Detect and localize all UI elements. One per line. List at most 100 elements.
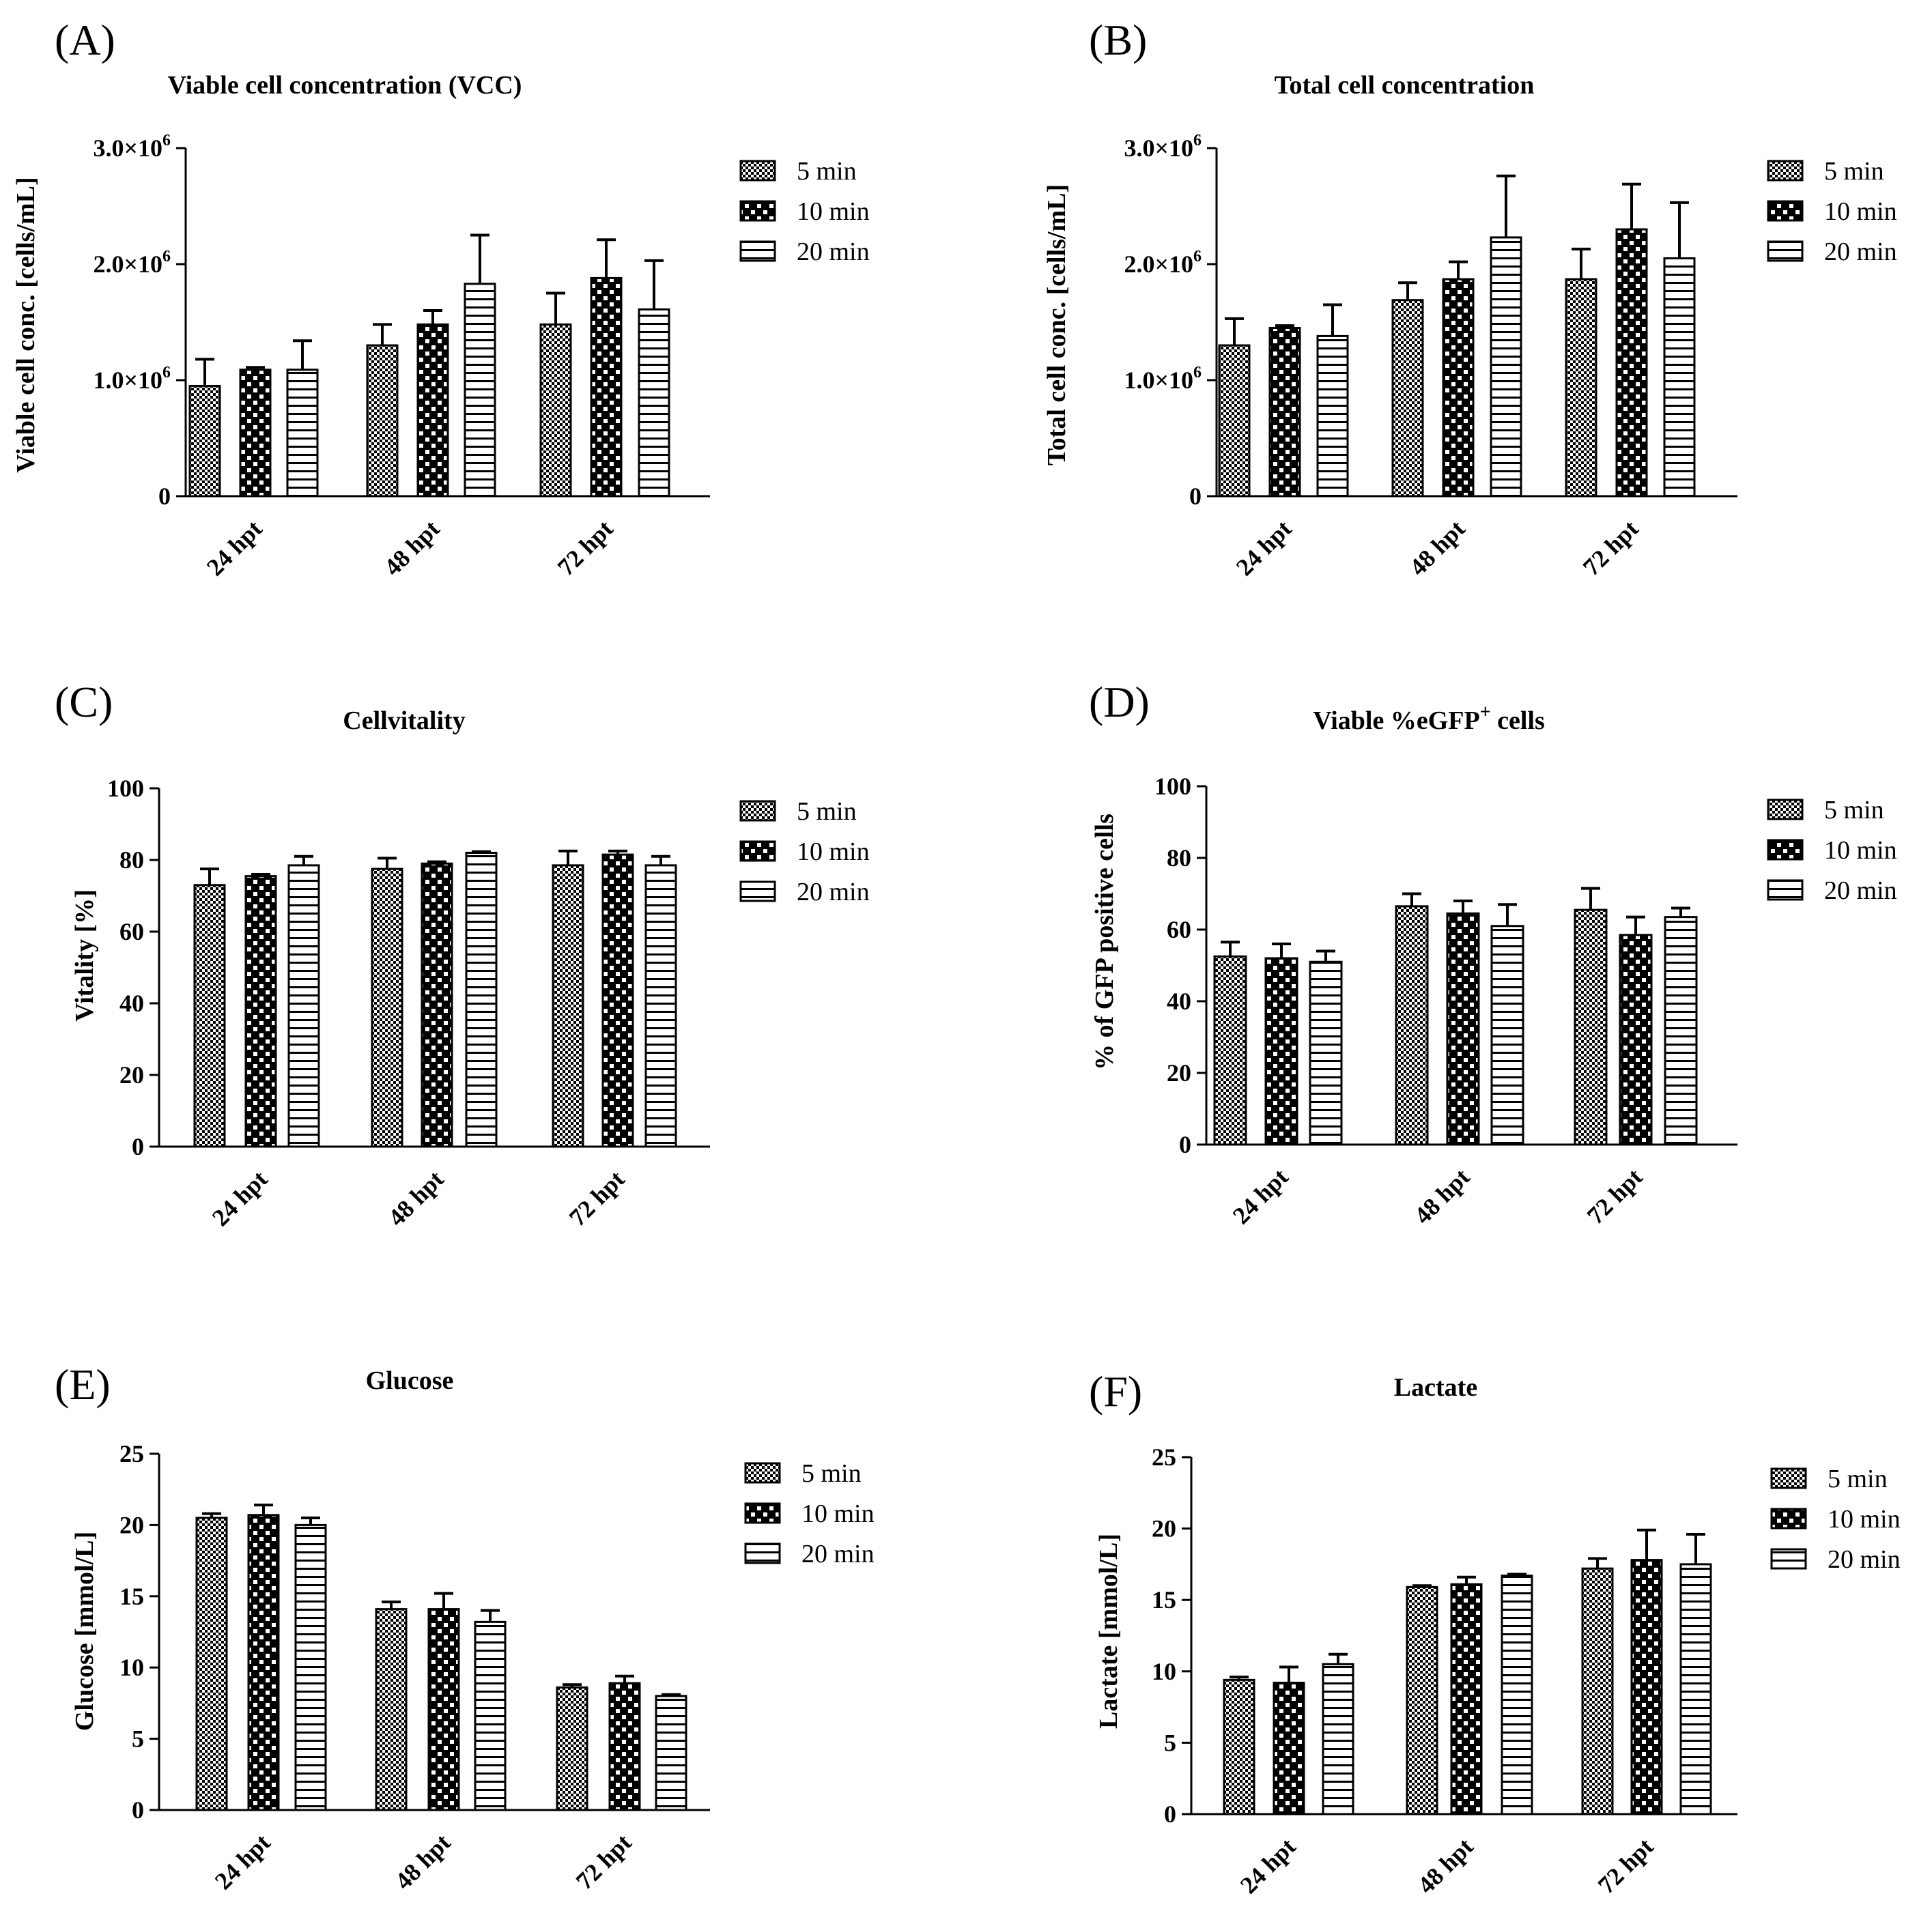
bar: [1396, 906, 1427, 1145]
x-category-label: 72 hpt: [571, 1828, 637, 1895]
bar: [465, 284, 495, 496]
y-tick-label: 5: [1164, 1729, 1176, 1756]
bar: [240, 370, 270, 496]
bar: [197, 1518, 227, 1810]
y-tick-label: 0: [158, 483, 171, 510]
chart-title: Total cell concentration: [1275, 71, 1535, 100]
y-axis-label: Viable cell conc. [cells/mL]: [12, 177, 40, 472]
y-tick-label: 10: [119, 1654, 144, 1681]
legend-swatch: [1768, 161, 1802, 180]
bar: [418, 324, 448, 496]
chart-title: Cellvitality: [343, 706, 465, 735]
y-ticks: 0 20 40 60 80 100: [1154, 773, 1206, 1158]
legend-swatch: [745, 1463, 780, 1482]
y-tick-label-text: 80: [1167, 844, 1191, 872]
bar: [475, 1622, 505, 1810]
bar: [248, 1515, 279, 1810]
y-axis-label: Vitality [%]: [70, 889, 99, 1022]
y-tick-label-exponent: 6: [162, 248, 171, 265]
bar: [1219, 345, 1249, 496]
y-tick-label: 80: [1167, 844, 1191, 872]
chart-title: Lactate: [1394, 1373, 1477, 1402]
bar: [1582, 1568, 1613, 1814]
bar: [296, 1525, 326, 1810]
bar: [1681, 1564, 1711, 1814]
x-category-label: 72 hpt: [1593, 1833, 1659, 1899]
bar: [1575, 910, 1606, 1145]
x-category-label: 72 hpt: [552, 515, 619, 581]
panel-e-glucose: (E) Glucose Glucose [mmol/L] 0510152025 …: [55, 1360, 875, 1895]
chart-title-main: Viable %eGFP: [1313, 706, 1480, 735]
y-tick-label: 60: [119, 918, 144, 945]
y-tick-label: 10: [1152, 1658, 1176, 1685]
bar: [287, 370, 317, 496]
bar: [553, 865, 583, 1147]
x-category-label: 48 hpt: [379, 515, 445, 581]
bar: [372, 869, 402, 1147]
bar: [1266, 958, 1297, 1145]
x-category-label: 24 hpt: [210, 1828, 276, 1895]
y-axis-label: Total cell conc. [cells/mL]: [1042, 184, 1071, 465]
x-category-labels: 24 hpt 48 hpt 72 hpt: [1235, 1833, 1659, 1899]
x-category-label: 48 hpt: [1404, 515, 1471, 581]
y-tick-label: 0: [132, 1796, 144, 1824]
bar: [1407, 1587, 1437, 1814]
x-category-label: 24 hpt: [207, 1165, 273, 1231]
legend-label: 5 min: [1824, 157, 1884, 186]
bar: [591, 278, 621, 496]
y-tick-label-text: 0: [132, 1796, 144, 1824]
bar: [1617, 229, 1647, 496]
y-tick-label-text: 3.0×10: [93, 134, 162, 162]
bar: [1502, 1576, 1532, 1814]
y-tick-label: 100: [1154, 773, 1191, 800]
y-axis-label: % of GFP positive cells: [1090, 814, 1119, 1070]
y-tick-label: 2.0×106: [1124, 248, 1202, 278]
chart-title: Viable cell concentration (VCC): [168, 71, 522, 100]
y-tick-label: 1.0×106: [1124, 364, 1202, 394]
bar: [1310, 962, 1341, 1145]
bar: [190, 386, 220, 497]
legend-label: 10 min: [1828, 1505, 1901, 1534]
legend-label: 10 min: [801, 1499, 875, 1528]
y-tick-label-exponent: 6: [162, 132, 171, 149]
legend-label: 10 min: [1824, 836, 1897, 865]
x-category-label: 48 hpt: [1412, 1833, 1479, 1899]
y-tick-label: 2.0×106: [93, 248, 171, 278]
y-tick-label-text: 100: [107, 775, 144, 802]
y-tick-label-text: 0: [1189, 483, 1202, 510]
y-axis-label: Glucose [mmol/L]: [70, 1532, 99, 1731]
y-tick-label: 15: [1152, 1586, 1176, 1613]
bar: [1566, 279, 1596, 496]
y-tick-label-exponent: 6: [162, 364, 171, 382]
y-tick-label: 60: [1167, 916, 1191, 943]
chart-title-superscript: +: [1480, 702, 1491, 723]
bars: [195, 853, 676, 1147]
legend-swatch: [1768, 201, 1802, 220]
legend: 5 min 10 min 20 min: [745, 1459, 875, 1568]
y-tick-label-text: 5: [1164, 1729, 1176, 1756]
legend-swatch: [1768, 242, 1802, 261]
bar: [1393, 300, 1423, 496]
bar: [603, 855, 633, 1147]
y-tick-label: 5: [132, 1725, 144, 1753]
y-tick-label: 80: [119, 846, 144, 874]
y-tick-label-exponent: 6: [1193, 248, 1202, 265]
chart-title: Glucose: [366, 1366, 454, 1395]
panel-letter: (F): [1089, 1367, 1142, 1416]
legend-label: 10 min: [797, 837, 870, 866]
y-tick-label-text: 60: [1167, 916, 1191, 943]
y-tick-label: 3.0×106: [93, 132, 171, 162]
legend-label: 10 min: [1824, 197, 1897, 226]
panel-c-cell-vitality: (C) Cellvitality Vitality [%] 0 20 40 60 80 1…: [55, 678, 870, 1231]
legend-swatch: [741, 201, 775, 220]
y-tick-label: 0: [1179, 1131, 1191, 1158]
bar: [466, 853, 496, 1147]
x-category-labels: 24 hpt 48 hpt 72 hpt: [207, 1165, 630, 1231]
y-tick-label-text: 20: [1152, 1515, 1176, 1542]
bar: [639, 309, 669, 496]
legend-label: 5 min: [801, 1459, 862, 1488]
y-tick-label-text: 15: [1152, 1586, 1176, 1613]
y-tick-label-text: 40: [119, 990, 144, 1017]
bar: [1447, 913, 1479, 1145]
